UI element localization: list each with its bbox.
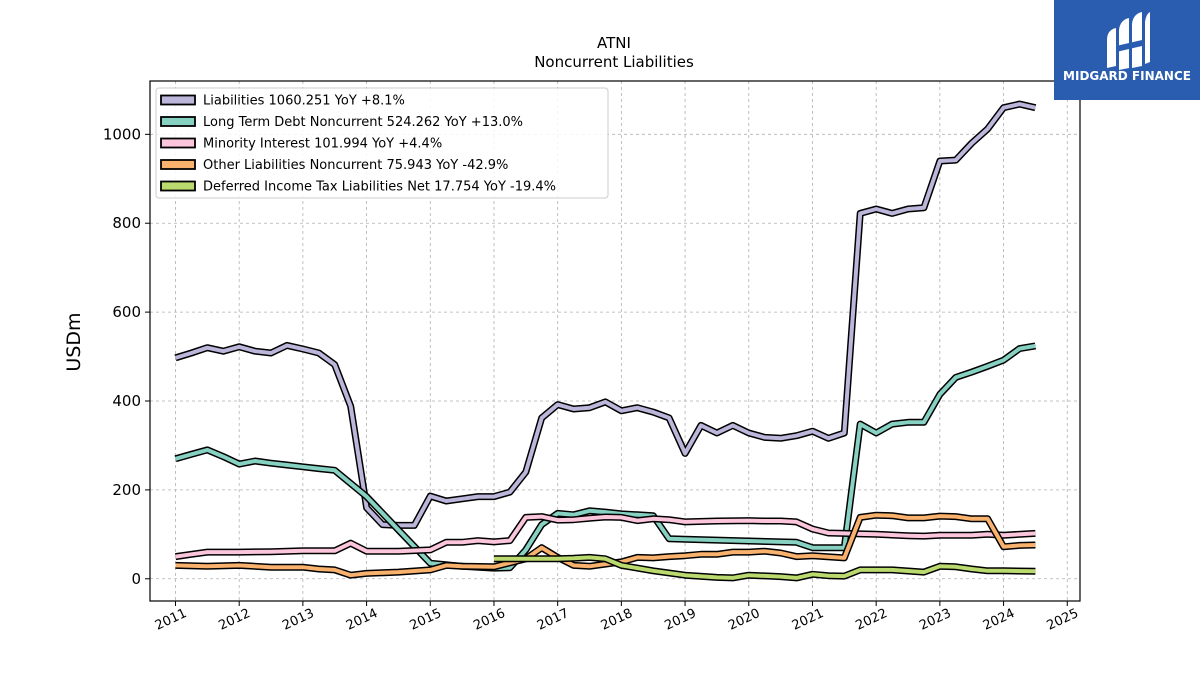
legend-label: Deferred Income Tax Liabilities Net 17.7… xyxy=(203,180,556,195)
x-tick-label: 2015 xyxy=(408,606,444,634)
x-tick-label: 2024 xyxy=(981,606,1017,634)
y-tick-label: 400 xyxy=(112,392,141,410)
y-tick-label: 200 xyxy=(112,481,141,499)
series-4-line xyxy=(175,511,1036,579)
series-stroke xyxy=(175,513,1036,578)
legend-label: Long Term Debt Noncurrent 524.262 YoY +1… xyxy=(203,115,523,130)
legend-item: Minority Interest 101.994 YoY +4.4% xyxy=(160,137,442,152)
x-tick-label: 2017 xyxy=(535,606,571,634)
x-tick-label: 2025 xyxy=(1045,606,1081,634)
legend-item: Other Liabilities Noncurrent 75.943 YoY … xyxy=(160,158,508,173)
series-stroke xyxy=(494,555,1036,580)
x-tick-label: 2021 xyxy=(790,606,826,634)
series-3-line xyxy=(174,513,1036,561)
series-1-line xyxy=(174,100,1037,529)
y-axis-label: USDm xyxy=(63,312,85,371)
x-tick-label: 2022 xyxy=(854,606,890,634)
series-2-line xyxy=(174,342,1036,572)
legend-item: Long Term Debt Noncurrent 524.262 YoY +1… xyxy=(160,115,523,130)
legend-item: Liabilities 1060.251 YoY +8.1% xyxy=(160,94,405,109)
logo-mark-icon xyxy=(1107,12,1150,70)
chart-subtitle: Noncurrent Liabilities xyxy=(534,53,694,71)
x-tick-label: 2014 xyxy=(344,606,380,634)
brand-logo: MIDGARD FINANCE xyxy=(1054,0,1200,100)
legend-swatch xyxy=(160,94,196,106)
x-tick-label: 2023 xyxy=(917,606,953,634)
x-tick-label: 2020 xyxy=(726,606,762,634)
legend-swatch xyxy=(160,180,196,192)
series-stroke xyxy=(174,102,1036,528)
x-tick-label: 2012 xyxy=(217,606,253,634)
legend-swatch xyxy=(160,159,196,170)
logo-brand-text: MIDGARD FINANCE xyxy=(1063,69,1191,83)
legend-swatch xyxy=(160,116,196,127)
x-tick-label: 2019 xyxy=(662,606,698,634)
legend: Liabilities 1060.251 YoY +8.1% Long Term … xyxy=(155,87,609,199)
y-tick-label: 0 xyxy=(131,570,141,588)
legend-box xyxy=(155,87,609,199)
plot-frame xyxy=(149,80,1081,602)
legend-label: Liabilities 1060.251 YoY +8.1% xyxy=(203,94,405,109)
series-layer xyxy=(174,100,1037,582)
legend-label: Minority Interest 101.994 YoY +4.4% xyxy=(203,137,442,152)
series-stroke xyxy=(175,514,1036,559)
chart-title: ATNI xyxy=(597,34,631,52)
y-tick-label: 1000 xyxy=(103,125,141,143)
x-tick-label: 2016 xyxy=(471,606,507,634)
x-tick-label: 2018 xyxy=(599,606,635,634)
legend-swatch xyxy=(160,137,196,149)
series-5-line xyxy=(494,553,1036,582)
x-tick-label: 2013 xyxy=(280,606,316,634)
x-tick-label: 2011 xyxy=(153,606,189,634)
legend-label: Other Liabilities Noncurrent 75.943 YoY … xyxy=(203,158,508,173)
y-tick-label: 800 xyxy=(112,214,141,232)
legend-item: Deferred Income Tax Liabilities Net 17.7… xyxy=(160,180,556,195)
series-stroke xyxy=(174,343,1036,571)
y-tick-label: 600 xyxy=(112,303,141,321)
